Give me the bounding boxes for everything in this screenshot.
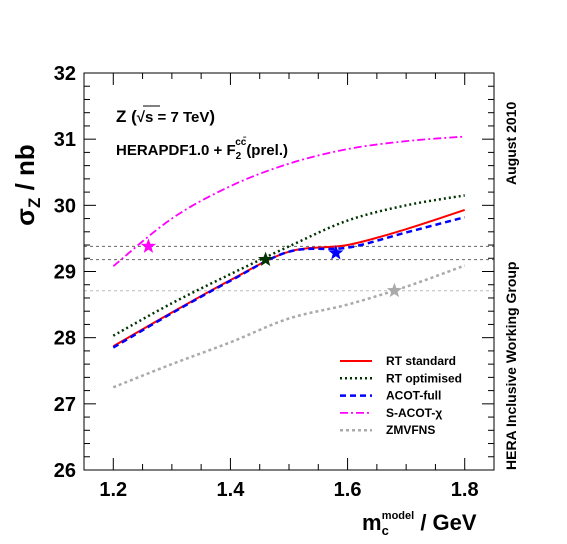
y-tick-label: 27 — [54, 394, 76, 416]
legend: RT standard RT optimised ACOT-full S-ACOT-χ… — [340, 354, 462, 437]
y-tick-label: 28 — [54, 328, 76, 350]
legend-label: S-ACOT-χ — [386, 406, 442, 420]
y-tick-label: 31 — [54, 129, 76, 151]
y-axis-label: σZ / nb — [10, 144, 44, 226]
y-tick-label: 30 — [54, 195, 76, 217]
x-tick-label: 1.8 — [451, 479, 479, 501]
annotation-pdf: HERAPDF1.0 + F2cc̄(prel.) — [116, 136, 288, 162]
x-axis-label: mcmodel / GeV — [362, 510, 477, 538]
legend-label: RT optimised — [386, 371, 462, 385]
y-tick-label: 26 — [54, 460, 76, 482]
x-tick-label: 1.2 — [99, 479, 127, 501]
x-tick-label: 1.6 — [334, 479, 362, 501]
side-label-date: August 2010 — [503, 102, 519, 185]
series-line-rt-optimised — [112, 194, 465, 337]
star-marker-s-acot- — [140, 238, 157, 253]
series-lines — [112, 135, 466, 389]
legend-label: RT standard — [386, 354, 456, 368]
series-line-s-acot- — [112, 135, 465, 267]
star-marker-rt-optimised — [257, 251, 274, 267]
x-tick-label: 1.4 — [217, 479, 246, 501]
y-tick-label: 29 — [54, 262, 76, 284]
series-line-rt-standard — [112, 209, 466, 348]
star-marker-zmvfns — [386, 282, 403, 298]
legend-label: ACOT-full — [386, 389, 441, 403]
side-label-group: HERA Inclusive Working Group — [503, 262, 519, 470]
legend-label: ZMVFNS — [386, 423, 435, 437]
y-tick-label: 32 — [54, 63, 76, 85]
axis-ticks: 26 27 28 29 30 31 32 1.2 1.4 1.6 1.8 — [54, 63, 495, 501]
series-line-zmvfns — [112, 264, 466, 389]
star-marker-acot-full — [328, 244, 344, 260]
star-markers — [140, 238, 403, 298]
annotation-process: Z (√s = 7 TeV) — [116, 107, 215, 126]
